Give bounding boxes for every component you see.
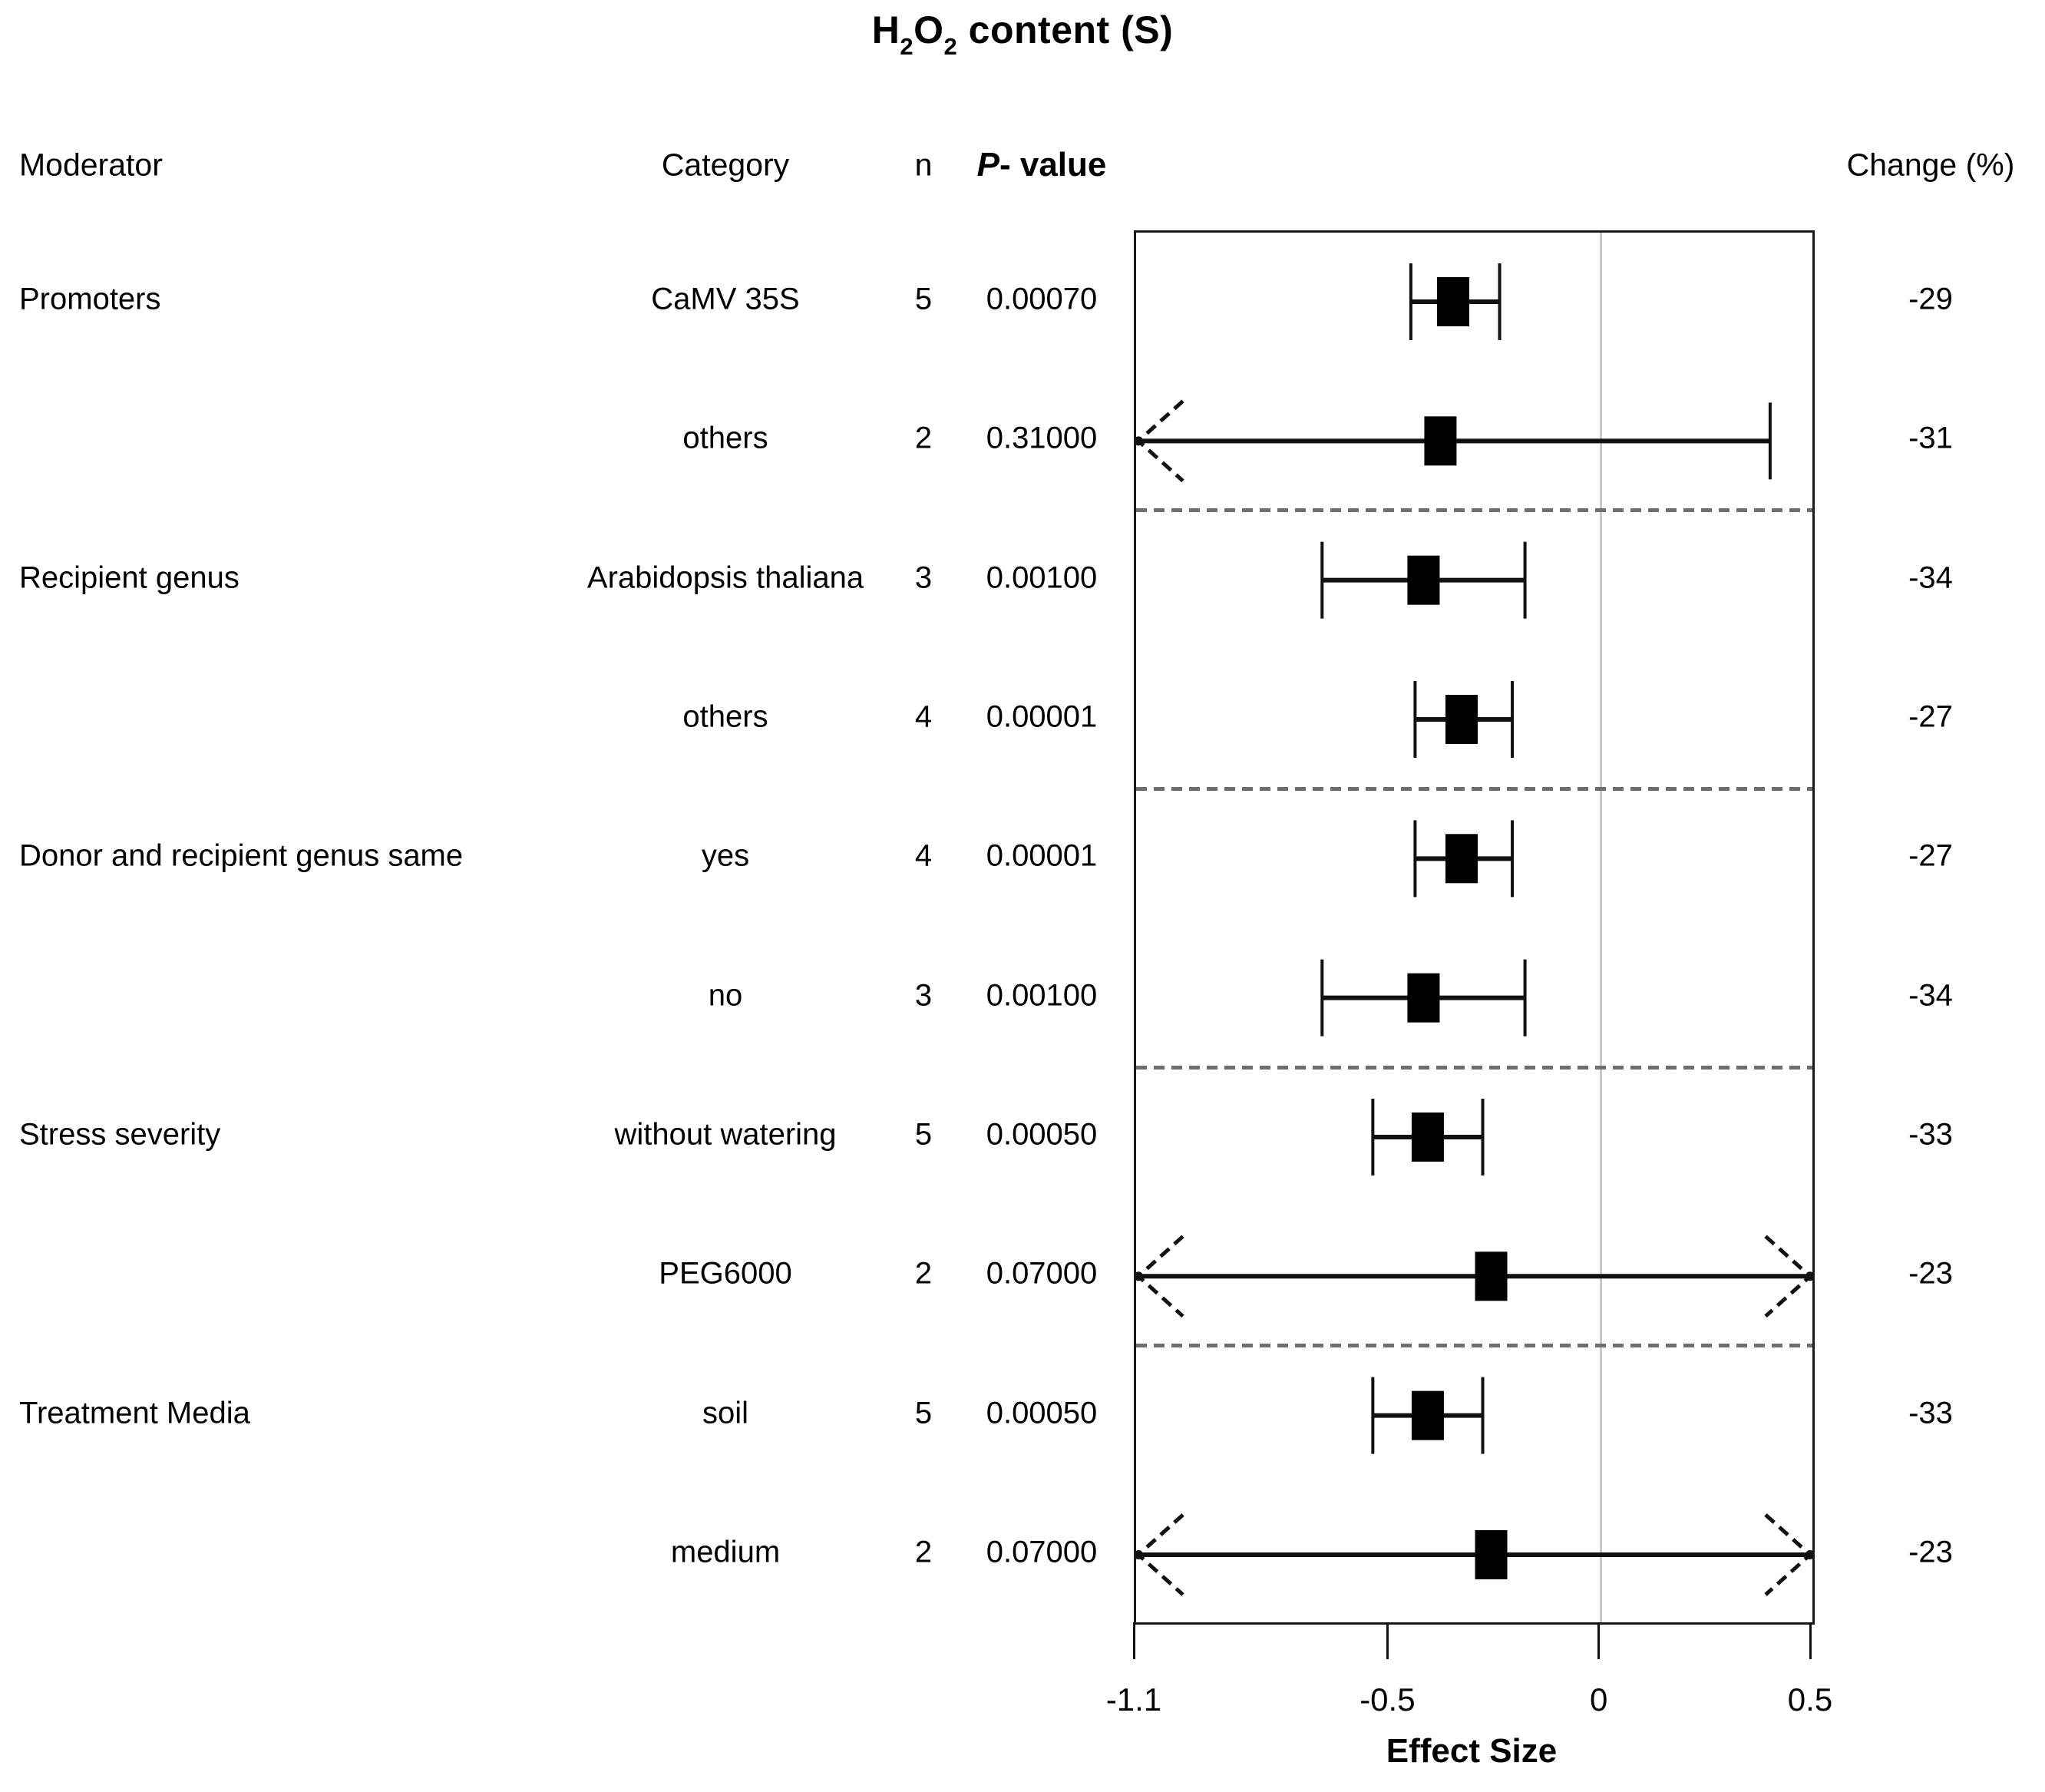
- group-separator-line: [1136, 508, 1812, 513]
- forest-row-marker: [1413, 680, 1515, 758]
- n-value: 5: [914, 1117, 933, 1152]
- column-header-p-value: P- value: [977, 146, 1107, 184]
- p-value: 0.00100: [986, 560, 1098, 595]
- forest-row-marker: [1409, 263, 1502, 340]
- forest-row-marker: [1371, 1098, 1485, 1175]
- x-axis-title: Effect Size: [1386, 1732, 1558, 1770]
- change-value: -31: [1908, 421, 1953, 455]
- column-header-category: Category: [661, 147, 790, 183]
- chart-title: H2O2 content (S): [0, 8, 2045, 60]
- n-value: 5: [914, 282, 933, 316]
- forest-row-marker: [1136, 1235, 1812, 1318]
- p-value: 0.00050: [986, 1396, 1098, 1430]
- zero-reference-line: [1600, 233, 1603, 1622]
- column-header-change: Change (%): [1846, 147, 2015, 183]
- change-value: -33: [1908, 1117, 1953, 1152]
- category-label: others: [682, 421, 768, 455]
- change-value: -27: [1908, 699, 1953, 734]
- p-value: 0.00070: [986, 282, 1098, 316]
- p-value: 0.00001: [986, 699, 1098, 734]
- group-separator-line: [1136, 1065, 1812, 1070]
- title-h: H: [871, 8, 900, 51]
- forest-row-marker: [1413, 820, 1515, 898]
- x-axis-tick-label: 0.5: [1787, 1681, 1833, 1718]
- p-value: 0.00050: [986, 1117, 1098, 1152]
- forest-row-marker: [1320, 959, 1527, 1037]
- moderator-label: Stress severity: [19, 1117, 221, 1152]
- x-axis-tick-label: 0: [1590, 1681, 1608, 1718]
- forest-row-marker: [1320, 541, 1527, 619]
- p-value: 0.31000: [986, 421, 1098, 455]
- category-label: CaMV 35S: [651, 282, 800, 316]
- moderator-label: Promoters: [19, 282, 161, 316]
- p-rest: - value: [999, 146, 1107, 183]
- change-value: -23: [1908, 1535, 1953, 1569]
- category-label: Arabidopsis thaliana: [586, 560, 864, 595]
- forest-row-marker: [1371, 1377, 1485, 1454]
- category-label: no: [708, 978, 743, 1013]
- title-sub-2a: 2: [900, 32, 914, 60]
- p-value: 0.00100: [986, 978, 1098, 1013]
- p-value: 0.07000: [986, 1256, 1098, 1291]
- n-value: 2: [914, 421, 933, 455]
- plot-area: [1134, 230, 1815, 1625]
- change-value: -23: [1908, 1256, 1953, 1291]
- category-label: PEG6000: [659, 1256, 792, 1291]
- forest-row-marker: [1136, 399, 1772, 483]
- x-axis-tick-label: -1.1: [1105, 1681, 1162, 1718]
- change-value: -33: [1908, 1396, 1953, 1430]
- change-value: -27: [1908, 838, 1953, 873]
- change-value: -29: [1908, 282, 1953, 316]
- category-label: yes: [701, 838, 750, 873]
- title-o: O: [913, 8, 944, 51]
- n-value: 2: [914, 1256, 933, 1291]
- moderator-label: Treatment Media: [19, 1396, 250, 1430]
- p-value: 0.00001: [986, 838, 1098, 873]
- column-header-moderator: Moderator: [19, 147, 163, 183]
- forest-row-marker: [1136, 1513, 1812, 1596]
- category-label: medium: [670, 1535, 781, 1569]
- category-label: others: [682, 699, 768, 734]
- category-label: without watering: [614, 1117, 837, 1152]
- n-value: 4: [914, 699, 933, 734]
- n-value: 3: [914, 978, 933, 1013]
- title-rest: content (S): [957, 8, 1174, 51]
- change-value: -34: [1908, 978, 1953, 1013]
- moderator-label: Donor and recipient genus same: [19, 838, 464, 873]
- n-value: 3: [914, 560, 933, 595]
- x-axis-tick: [1386, 1622, 1389, 1659]
- x-axis-tick-label: -0.5: [1359, 1681, 1416, 1718]
- category-label: soil: [702, 1396, 749, 1430]
- n-value: 4: [914, 838, 933, 873]
- x-axis-tick: [1597, 1622, 1601, 1659]
- moderator-label: Recipient genus: [19, 560, 240, 595]
- n-value: 5: [914, 1396, 933, 1430]
- change-value: -34: [1908, 560, 1953, 595]
- forest-markers: [1136, 263, 1812, 1596]
- title-sub-2b: 2: [943, 32, 958, 60]
- p-italic: P: [976, 146, 999, 183]
- column-header-n: n: [914, 147, 933, 183]
- group-separator-line: [1136, 1344, 1812, 1348]
- n-value: 2: [914, 1535, 933, 1569]
- x-axis-tick: [1809, 1622, 1812, 1659]
- p-value: 0.07000: [986, 1535, 1098, 1569]
- group-separator-line: [1136, 787, 1812, 792]
- x-axis-tick: [1132, 1622, 1135, 1659]
